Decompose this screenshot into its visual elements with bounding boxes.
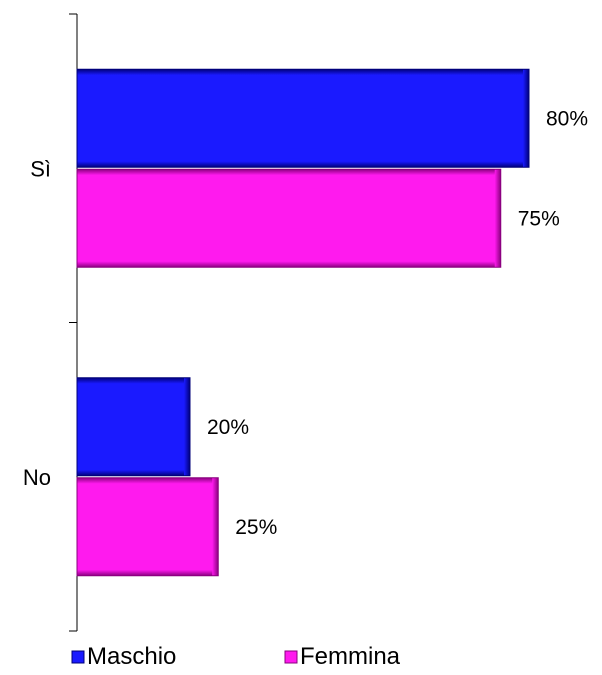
bar-maschio-1 [76,377,191,477]
bar-maschio-0 [76,68,530,168]
bars [76,68,530,577]
legend-item-femmina: Femmina [284,643,401,670]
bar-femmina-0 [76,168,502,268]
legend-label: Femmina [300,643,401,670]
category-axis [69,13,78,632]
legend-swatch [71,650,85,664]
labels: Sì 80% 75% No 20% 25% [23,107,588,539]
data-label: 75% [518,207,560,230]
legend-item-maschio: Maschio [71,643,176,670]
category-label: No [23,465,51,490]
legend-label: Maschio [87,643,176,670]
legend: Maschio Femmina [71,643,401,670]
data-label: 25% [235,516,277,539]
category-label: Sì [30,156,51,181]
bar-femmina-1 [76,477,219,577]
data-label: 80% [546,107,588,130]
data-label: 20% [207,416,249,439]
legend-swatch [284,650,298,664]
